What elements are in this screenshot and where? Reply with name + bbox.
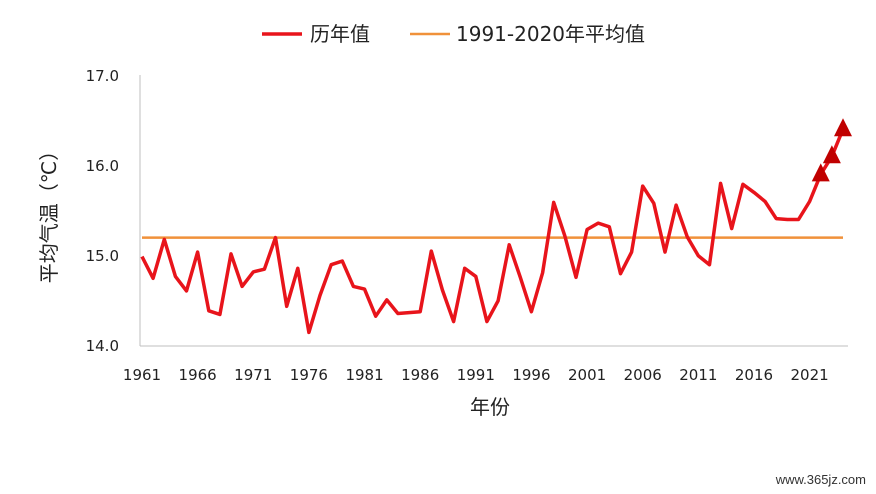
series-line-annual [140, 128, 845, 335]
watermark: www.365jz.com [775, 472, 866, 487]
x-tick-label: 2006 [624, 366, 662, 384]
x-tick-label: 1966 [179, 366, 217, 384]
plot-area [140, 118, 852, 335]
triangle-marker [822, 145, 841, 164]
x-tick-label: 1981 [345, 366, 383, 384]
y-tick-label: 17.0 [86, 67, 119, 85]
x-tick-label: 2011 [679, 366, 717, 384]
x-tick-label: 1961 [123, 366, 161, 384]
x-tick-label: 2021 [791, 366, 829, 384]
x-tick-label: 1976 [290, 366, 328, 384]
triangle-marker [834, 118, 852, 137]
x-tick-label: 1996 [512, 366, 550, 384]
x-tick-label: 2016 [735, 366, 773, 384]
x-tick-label: 1971 [234, 366, 272, 384]
legend-label-normal: 1991-2020年平均值 [456, 22, 645, 46]
x-tick-labels: 1961 1966 1971 1976 1981 1986 1991 1996 2001 2006… [123, 366, 829, 384]
x-tick-label: 1986 [401, 366, 439, 384]
y-tick-label: 14.0 [86, 337, 119, 355]
x-tick-label: 1991 [457, 366, 495, 384]
y-tick-label: 16.0 [86, 157, 119, 175]
y-tick-label: 15.0 [86, 247, 119, 265]
x-tick-label: 2001 [568, 366, 606, 384]
y-axis-title: 平均气温（℃） [37, 141, 61, 283]
y-tick-labels: 14.0 15.0 16.0 17.0 [86, 67, 119, 355]
legend-label-annual: 历年值 [310, 22, 370, 46]
x-axis-title: 年份 [470, 395, 510, 419]
legend: 历年值 1991-2020年平均值 [262, 22, 645, 46]
triangle-marker [811, 163, 830, 182]
